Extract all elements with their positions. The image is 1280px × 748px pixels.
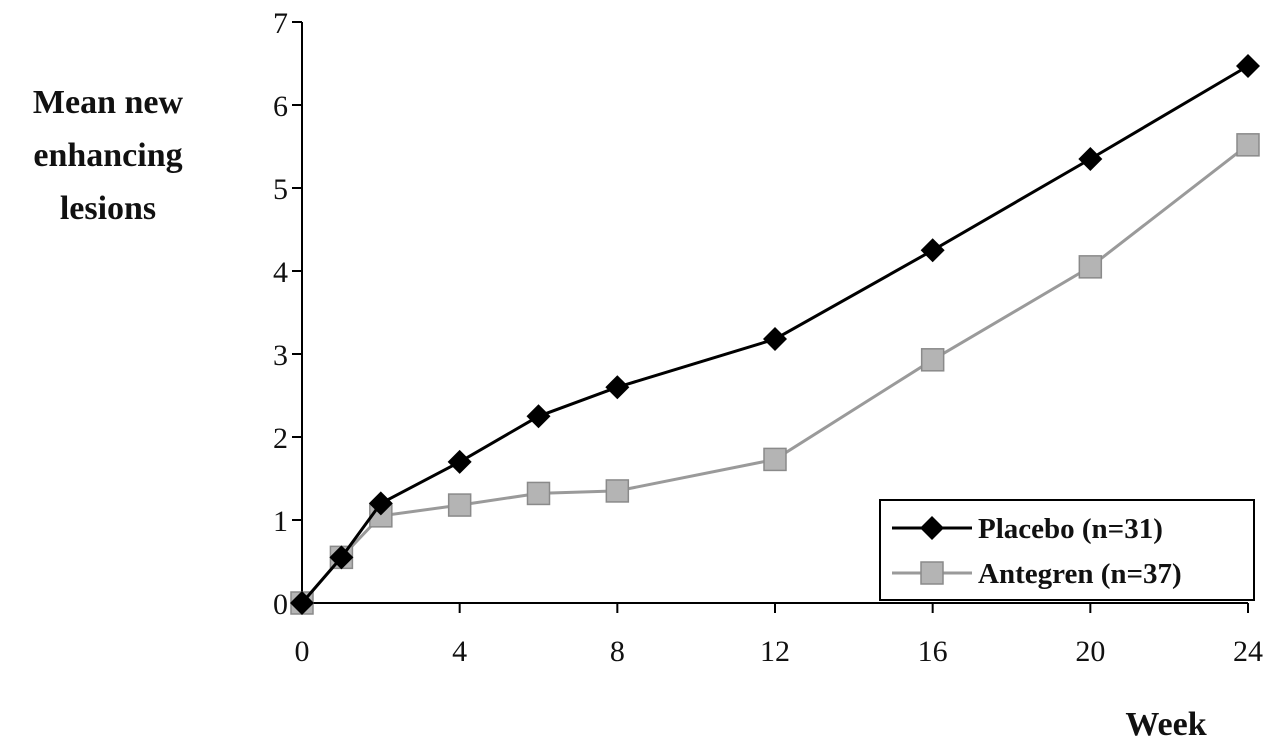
data-point-placebo — [763, 327, 787, 352]
x-tick-label: 0 — [295, 635, 310, 668]
data-point-placebo — [1078, 146, 1103, 171]
y-tick-label: 3 — [273, 339, 288, 372]
data-point-placebo — [290, 591, 314, 615]
y-axis-title-line-2: enhancing — [33, 137, 182, 174]
y-axis-title-line-1: Mean new — [33, 84, 184, 121]
data-point-antegren — [605, 479, 630, 503]
x-axis-title: Week — [1125, 706, 1206, 743]
legend-marker-placebo — [920, 516, 944, 540]
data-point-placebo — [526, 404, 551, 429]
series-line-antegren — [300, 143, 1249, 604]
data-point-placebo — [447, 449, 472, 474]
y-tick-label: 7 — [273, 7, 288, 40]
legend-marker-antegren — [920, 561, 944, 585]
data-point-placebo — [920, 238, 945, 263]
data-point-placebo — [329, 545, 354, 570]
series-line-placebo — [300, 64, 1249, 604]
y-axis-title-line-3: lesions — [60, 190, 156, 227]
x-tick-label: 24 — [1233, 635, 1263, 668]
y-tick-label: 6 — [273, 90, 288, 123]
legend-label-antegren: Antegren (n=37) — [978, 558, 1182, 590]
y-tick-label: 1 — [273, 505, 288, 538]
data-point-antegren — [526, 481, 551, 506]
legend-label-placebo: Placebo (n=31) — [978, 513, 1163, 545]
x-tick-label: 8 — [610, 635, 625, 668]
data-point-antegren — [447, 493, 472, 517]
y-tick-label: 0 — [273, 588, 288, 621]
x-tick-label: 12 — [760, 635, 790, 668]
y-tick-label: 2 — [273, 422, 288, 455]
data-point-placebo — [605, 375, 630, 400]
data-point-antegren — [763, 447, 787, 472]
y-tick-label: 5 — [273, 173, 288, 206]
y-tick-label: 4 — [273, 256, 288, 289]
data-point-antegren — [920, 348, 945, 372]
data-point-antegren — [1236, 133, 1260, 157]
y-axis-title: Mean new enhancing lesions — [33, 84, 184, 227]
x-tick-label: 16 — [918, 635, 948, 668]
series-layer — [290, 53, 1260, 615]
data-point-placebo — [1236, 53, 1260, 78]
data-point-antegren — [1078, 255, 1103, 279]
data-point-placebo — [368, 491, 393, 516]
legend: Placebo (n=31) Antegren (n=37) — [879, 499, 1255, 601]
x-tick-label: 20 — [1075, 635, 1105, 668]
x-tick-label: 4 — [452, 635, 467, 668]
